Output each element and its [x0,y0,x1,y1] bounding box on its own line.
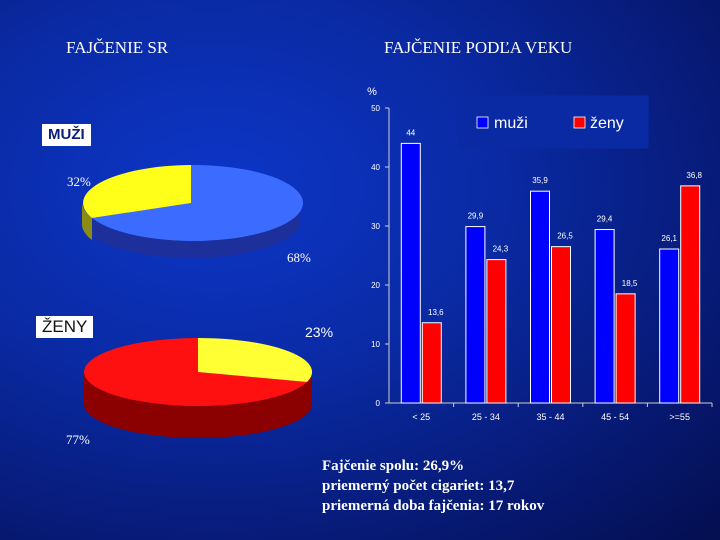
pie-zeny-large-side [84,372,312,438]
bar-zeny [551,246,571,404]
x-tick-label: 25 - 34 [472,412,500,422]
pie-muzi-small-slice [83,165,191,218]
pie-muzi-large-pct: 68% [287,250,311,265]
y-tick-label: 0 [376,399,381,408]
x-tick-label: 45 - 54 [601,412,629,422]
pie-zeny-small-pct: 23% [305,324,334,340]
y-ticks: 0 10 20 30 40 50 [371,104,389,408]
bar-value-label: 26,5 [557,232,573,241]
pie-muzi-small-pct: 32% [67,174,91,189]
bar-zeny [486,259,507,404]
pie-zeny-large-pct: 77% [66,432,90,447]
x-tick-label: < 25 [412,412,430,422]
bar-muzi [530,190,550,404]
bar-value-label: 18,5 [622,279,638,288]
legend-swatch-muzi [476,116,489,129]
pie-zeny-large-slice [84,338,307,406]
y-tick-label: 50 [371,104,380,113]
pie-zeny-small-slice [198,338,313,382]
bar-value-label: 44 [406,128,415,137]
title-right: FAJČENIE PODĽA VEKU [384,38,573,57]
summary-line-cigarettes: priemerný počet cigariet: 13,7 [322,478,515,494]
x-ticks: < 25 25 - 34 35 - 44 45 - 54 >=55 [412,403,713,422]
bar-muzi [659,248,680,404]
x-tick-label: 35 - 44 [536,412,564,422]
bar-value-label: 36,8 [686,171,702,180]
bar-zeny [615,293,636,404]
bar-zeny [421,322,442,404]
bar-muzi [400,142,421,404]
bars: 44 13,6 29,9 24,3 35,9 26,5 29,4 18,5 26,1 36,8 [400,128,703,404]
bar-value-label: 13,6 [428,308,444,317]
y-tick-label: 30 [371,222,380,231]
legend-label-muzi: muži [494,115,528,132]
legend-box [457,95,649,149]
bar-zeny [680,185,701,404]
pie-muzi-small-side [82,203,92,240]
summary-line-duration: priemerná doba fajčenia: 17 rokov [322,498,545,514]
bar-value-label: 26,1 [661,234,677,243]
bar-muzi [594,229,615,404]
bar-chart: % 0 10 20 30 40 50 44 13,6 29,9 24,3 35,9 26,5 29,4… [367,86,713,422]
bar-muzi [465,226,486,404]
bar-value-label: 29,4 [597,215,613,224]
y-tick-label: 40 [371,163,380,172]
legend-swatch-zeny [573,116,586,129]
pie-muzi-large-slice [92,164,304,241]
summary-text: Fajčenie spolu: 26,9% priemerný počet ci… [322,456,544,516]
pie-zeny [84,338,313,438]
bar-value-label: 24,3 [493,245,509,254]
y-axis-label: % [367,86,377,98]
x-tick-label: >=55 [669,412,690,422]
y-tick-label: 20 [371,281,380,290]
pie-muzi-large-side [82,203,300,258]
legend: muži ženy [457,95,649,149]
pie-zeny-label: ŽENY [36,316,94,338]
summary-line-total: Fajčenie spolu: 26,9% [322,458,465,474]
pie-muzi-label: MUŽI [42,124,91,146]
legend-label-zeny: ženy [590,115,624,132]
bar-value-label: 35,9 [532,176,548,185]
y-tick-label: 10 [371,340,380,349]
pie-muzi [82,164,304,258]
title-left: FAJČENIE SR [66,38,169,57]
bar-value-label: 29,9 [468,212,484,221]
